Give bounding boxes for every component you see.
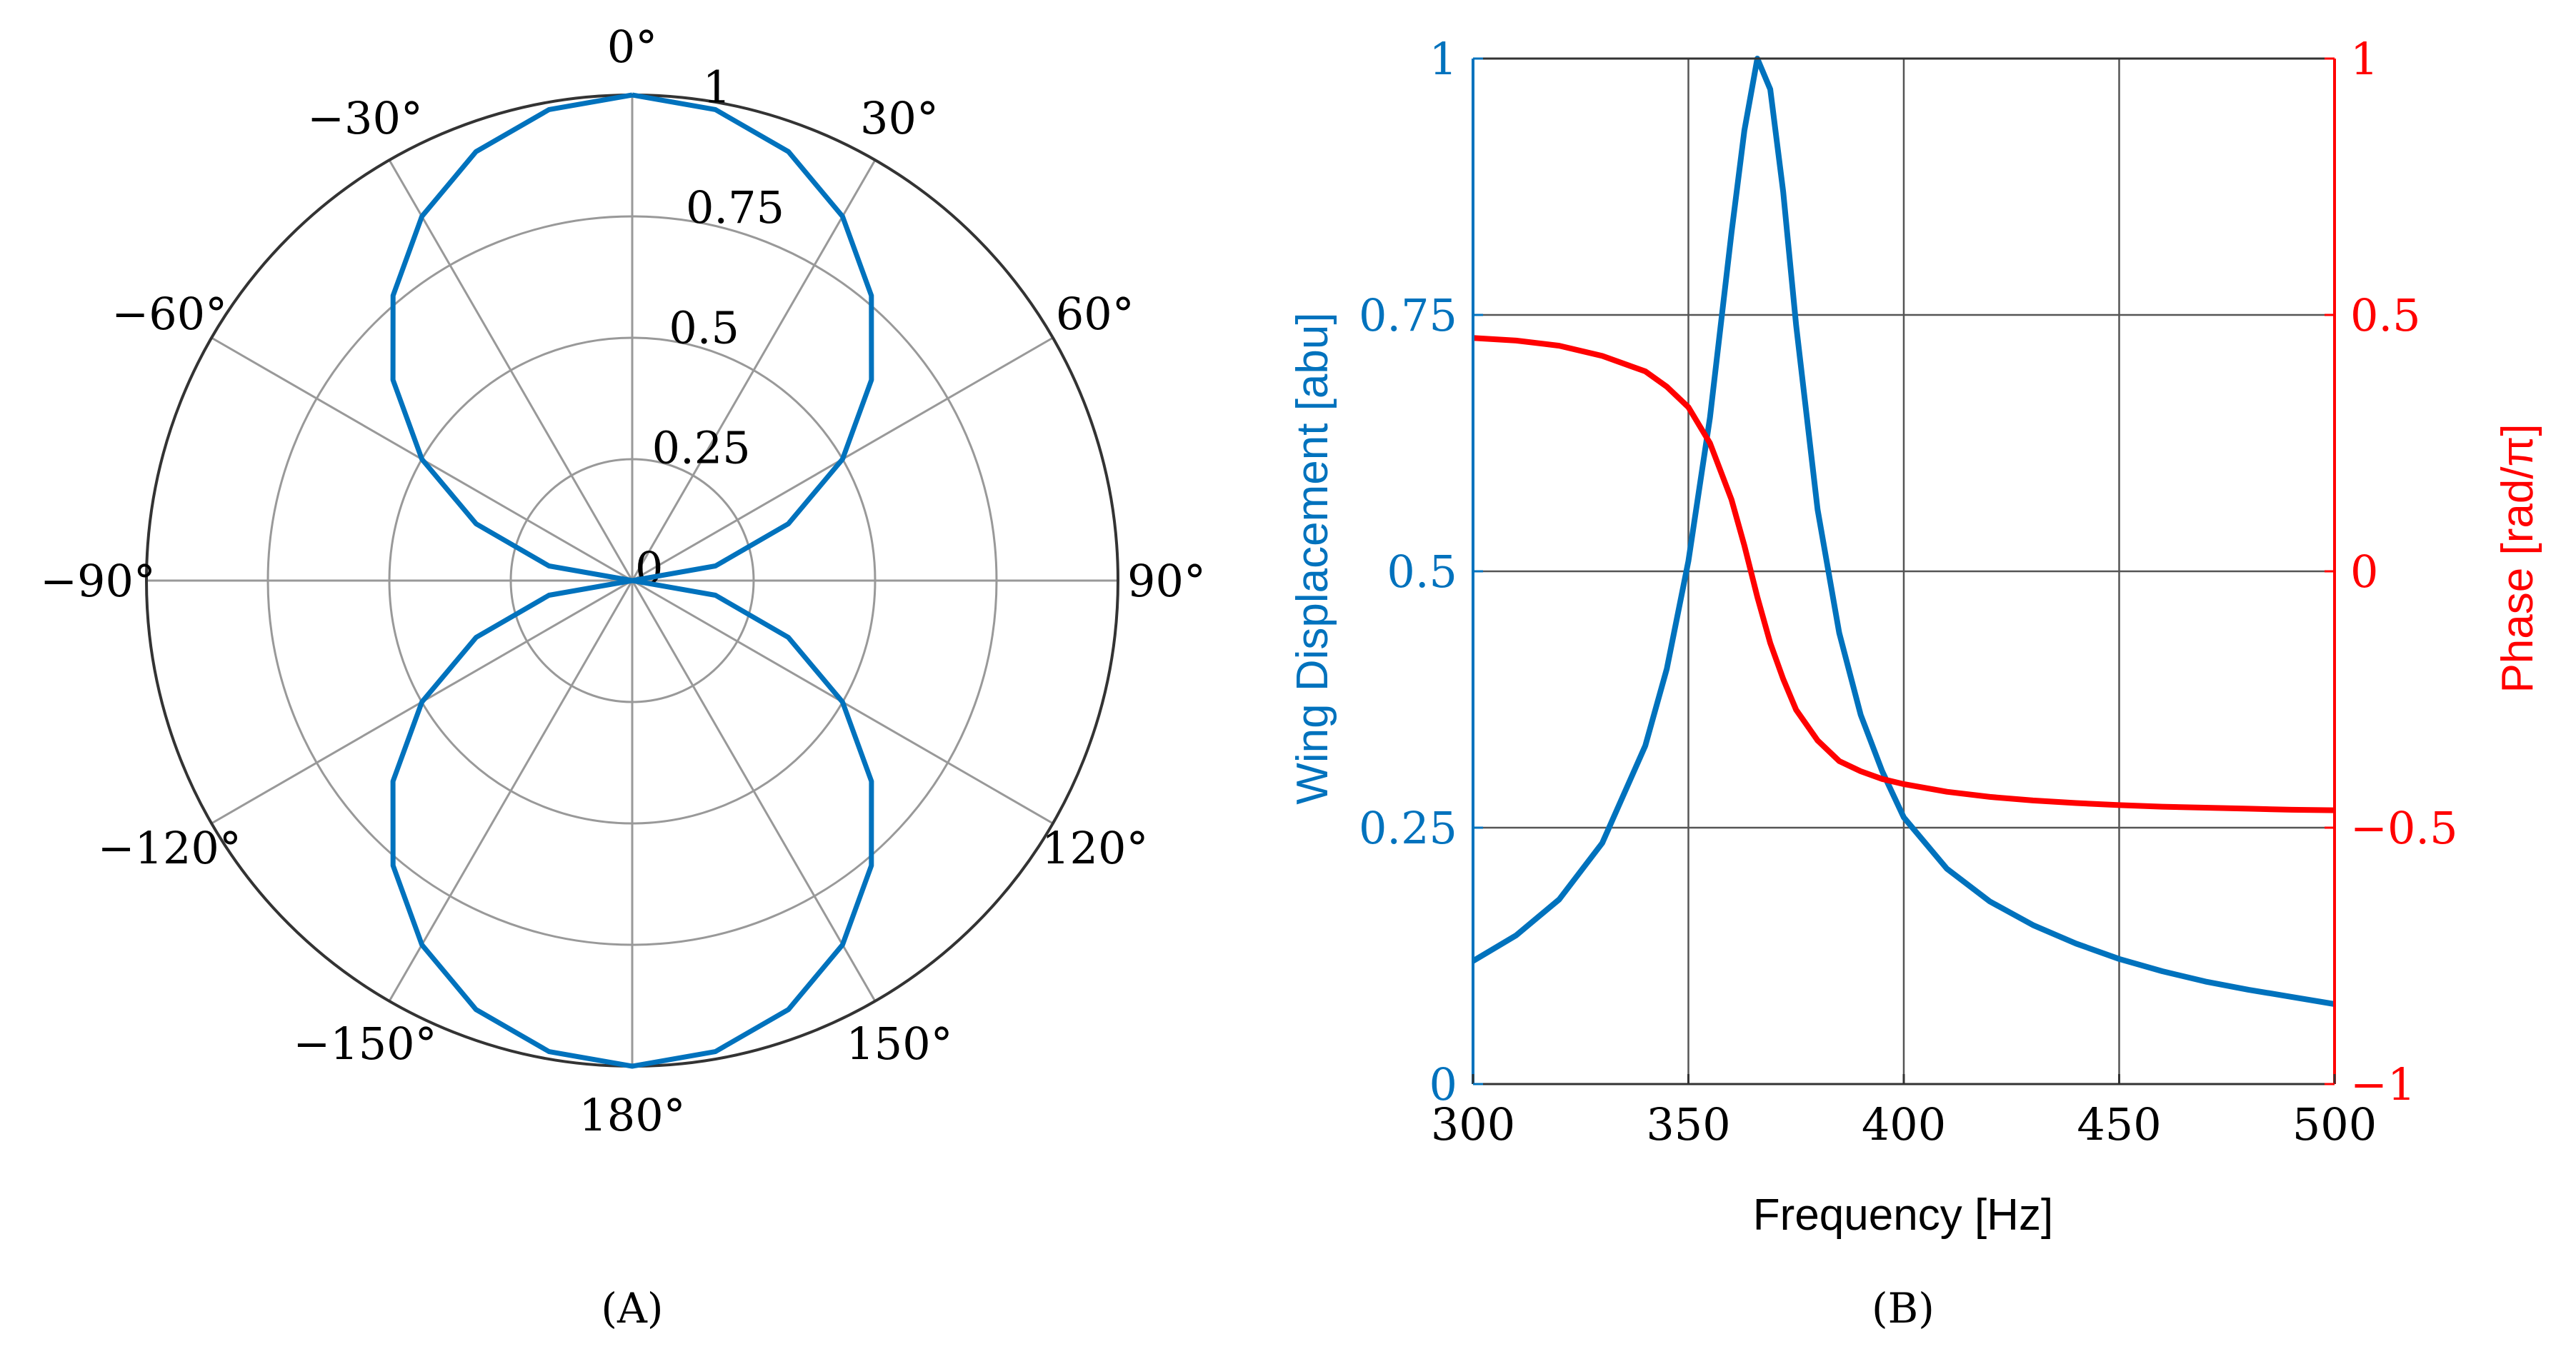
x-tick-label: 400 <box>1862 1098 1946 1150</box>
x-axis-label: Frequency [Hz] <box>1753 1190 2053 1240</box>
x-tick-label: 300 <box>1431 1098 1515 1150</box>
y-tick-label-right: 0.5 <box>2350 289 2421 341</box>
x-tick-label: 450 <box>2077 1098 2161 1150</box>
polar-theta-tick-label: −120° <box>98 822 241 874</box>
polar-angle-tick-labels: 0° 30° 60° 90° 120° 150° 180° −150° −120° −90° −60… <box>40 21 1206 1141</box>
polar-r-tick-label: 0.75 <box>686 181 784 234</box>
panel-a-label: (A) <box>601 1284 663 1333</box>
polar-theta-tick-label: 30° <box>860 92 939 144</box>
polar-series-line <box>390 92 874 1069</box>
y-axis-label-right: Phase [rad/π] <box>2493 423 2542 693</box>
y-tick-label-right: −1 <box>2350 1058 2415 1110</box>
y-tick-label-left: 1 <box>1429 33 1457 85</box>
y-axis-label-left: Wing Displacement [abu] <box>1288 312 1337 804</box>
polar-theta-tick-label: −150° <box>293 1018 436 1070</box>
line-axes <box>1472 57 2336 1085</box>
polar-r-tick-label: 0.25 <box>652 422 751 474</box>
x-tick-label: 350 <box>1646 1098 1730 1150</box>
x-tick-label: 500 <box>2292 1098 2377 1150</box>
y-tick-label-left: 0.5 <box>1387 546 1457 598</box>
polar-r-tick-label: 1 <box>703 61 731 114</box>
polar-theta-tick-label: 150° <box>846 1018 952 1070</box>
polar-series <box>390 92 874 1069</box>
polar-ring <box>266 215 998 946</box>
polar-theta-tick-label: 180° <box>579 1089 685 1141</box>
line-tick-labels: 300 350 400 450 500 0 0.25 0.5 0.75 1 −1 −0.5 0 0.5 1 <box>1359 33 2458 1150</box>
polar-ring <box>388 336 877 825</box>
polar-theta-tick-label: 0° <box>607 21 657 73</box>
y-tick-label-right: 1 <box>2350 33 2378 85</box>
polar-theta-tick-label: −30° <box>307 92 423 144</box>
polar-theta-tick-label: −90° <box>40 555 156 607</box>
polar-theta-tick-label: −60° <box>111 288 227 340</box>
polar-theta-tick-label: 90° <box>1127 555 1206 607</box>
y-tick-label-left: 0.75 <box>1359 289 1457 341</box>
phase-line <box>1472 335 2335 813</box>
polar-chart: 00.250.50.751 0°30°60°90°120°150°180°−15… <box>40 21 1206 1141</box>
y-tick-label-left: 0 <box>1429 1058 1457 1110</box>
displacement-line <box>1471 56 2335 1007</box>
polar-theta-tick-label: 60° <box>1056 288 1134 340</box>
panel-b-label: (B) <box>1872 1284 1935 1333</box>
y-tick-label-right: −0.5 <box>2350 802 2458 854</box>
polar-r-tick-label: 0.5 <box>669 301 739 353</box>
line-series <box>1471 56 2335 1007</box>
polar-theta-tick-label: 120° <box>1042 822 1148 874</box>
polar-ring <box>509 458 755 703</box>
polar-radial-tick-labels: 00.250.50.751 <box>635 61 784 594</box>
y-tick-label-right: 0 <box>2350 546 2378 598</box>
y-tick-label-left: 0.25 <box>1359 802 1457 854</box>
line-chart: 300 350 400 450 50000.250.50.751−1−0.500.51 … <box>1288 33 2542 1240</box>
